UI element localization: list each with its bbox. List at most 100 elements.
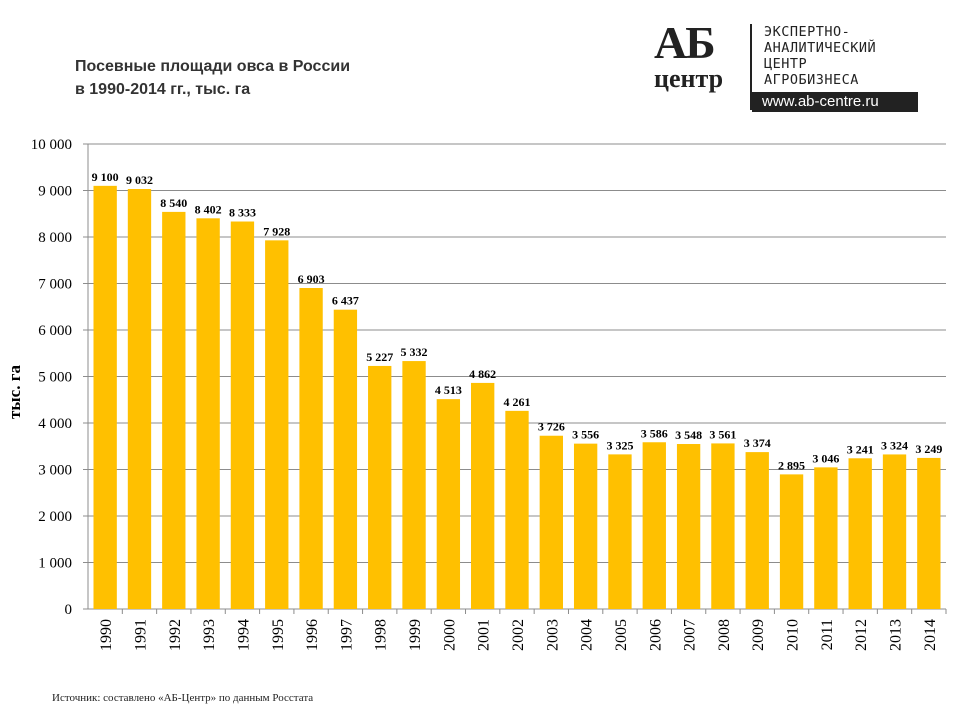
bar-2014: [917, 457, 941, 609]
data-label-2013: 3 324: [881, 438, 908, 452]
logo-text: ЭКСПЕРТНО- АНАЛИТИЧЕСКИЙ ЦЕНТР АГРОБИЗНЕ…: [764, 24, 876, 88]
y-tick-label: 5 000: [38, 370, 72, 386]
x-tick-label-2005: 2005: [613, 619, 630, 651]
data-label-2002: 4 261: [504, 395, 531, 409]
x-tick-label-1994: 1994: [235, 619, 252, 651]
data-label-1995: 7 928: [263, 224, 290, 238]
y-tick-label: 9 000: [38, 184, 72, 200]
logo-line: ЦЕНТР: [764, 56, 808, 72]
bar-1995: [265, 240, 289, 609]
logo-divider: [750, 24, 752, 110]
y-tick-label: 3 000: [38, 463, 72, 479]
data-label-1997: 6 437: [332, 294, 359, 308]
x-tick-label-2004: 2004: [579, 619, 596, 651]
data-label-1999: 5 332: [401, 345, 428, 359]
x-tick-label-2011: 2011: [819, 619, 836, 650]
data-label-1991: 9 032: [126, 173, 153, 187]
x-tick-label-2003: 2003: [544, 619, 561, 651]
bar-1996: [299, 288, 323, 609]
bar-1992: [162, 211, 186, 609]
bar-2013: [882, 454, 907, 609]
x-tick-label-2014: 2014: [922, 619, 939, 651]
y-tick-label: 0: [65, 602, 73, 618]
x-tick-label-1990: 1990: [98, 619, 115, 651]
logo-line: АНАЛИТИЧЕСКИЙ: [764, 40, 877, 56]
y-tick-label: 10 000: [31, 137, 72, 153]
data-label-2000: 4 513: [435, 383, 462, 397]
bar-1993: [196, 218, 220, 609]
x-tick-label-2000: 2000: [441, 619, 458, 651]
data-label-2011: 3 046: [812, 451, 839, 465]
bar-2006: [642, 442, 666, 609]
bar-2002: [505, 410, 529, 609]
logo-mark: АБ: [654, 17, 716, 68]
bar-2000: [436, 399, 461, 609]
source-note: Источник: составлено «АБ-Центр» по данны…: [52, 692, 314, 704]
x-tick-label-1998: 1998: [373, 619, 390, 651]
data-label-1996: 6 903: [298, 272, 325, 286]
data-label-2010: 2 895: [778, 458, 805, 472]
x-tick-label-2010: 2010: [785, 619, 802, 651]
y-tick-label: 4 000: [38, 416, 72, 432]
bar-1997: [333, 309, 358, 609]
chart-title: Посевные площади овса в России в 1990-20…: [75, 55, 350, 101]
logo-url: www.ab-centre.ru: [752, 92, 918, 112]
y-tick-label: 8 000: [38, 230, 72, 246]
bar-2007: [676, 444, 701, 609]
data-label-2006: 3 586: [641, 426, 668, 440]
y-axis-label: тыс. га: [5, 365, 24, 419]
data-label-2009: 3 374: [744, 436, 771, 450]
data-label-1998: 5 227: [366, 350, 393, 364]
data-label-2014: 3 249: [915, 442, 942, 456]
data-label-2005: 3 325: [606, 438, 633, 452]
bar-2005: [608, 454, 632, 609]
data-label-2007: 3 548: [675, 428, 702, 442]
bar-1999: [402, 361, 426, 609]
x-tick-label-2008: 2008: [716, 619, 733, 651]
bar-2012: [848, 458, 872, 609]
y-tick-label: 7 000: [38, 277, 72, 293]
bar-2001: [471, 382, 495, 609]
x-tick-label-2007: 2007: [682, 619, 699, 651]
data-label-2004: 3 556: [572, 428, 599, 442]
title-line-2: в 1990-2014 гг., тыс. га: [75, 81, 251, 98]
data-label-2008: 3 561: [709, 427, 736, 441]
data-label-1992: 8 540: [160, 196, 187, 210]
bar-1994: [230, 221, 255, 609]
data-label-2012: 3 241: [847, 442, 874, 456]
bar-2010: [779, 474, 804, 609]
bar-2008: [711, 443, 735, 609]
x-tick-label-1993: 1993: [201, 619, 218, 651]
x-tick-label-1992: 1992: [167, 619, 184, 651]
title-line-1: Посевные площади овса в России: [75, 58, 351, 75]
x-tick-label-1999: 1999: [407, 619, 424, 651]
x-tick-label-1996: 1996: [304, 619, 321, 651]
bar-1991: [127, 189, 152, 609]
data-label-2003: 3 726: [538, 420, 565, 434]
data-label-1990: 9 100: [92, 170, 119, 184]
x-tick-label-1991: 1991: [132, 619, 149, 651]
bar-1990: [93, 185, 117, 609]
data-label-2001: 4 862: [469, 367, 496, 381]
logo-line: ЭКСПЕРТНО-: [764, 24, 851, 40]
y-tick-label: 2 000: [38, 509, 72, 525]
logo-line: АГРОБИЗНЕСА: [764, 72, 859, 88]
x-tick-label-2013: 2013: [888, 619, 905, 651]
x-tick-label-2006: 2006: [647, 619, 664, 651]
bar-1998: [368, 365, 392, 609]
x-tick-label-2002: 2002: [510, 619, 527, 651]
bar-2009: [745, 452, 769, 609]
y-tick-label: 1 000: [38, 556, 72, 572]
bar-2003: [539, 435, 563, 609]
x-tick-label-2001: 2001: [476, 619, 493, 651]
bar-2004: [573, 443, 598, 609]
logo-mark-sub: центр: [654, 64, 724, 93]
data-label-1994: 8 333: [229, 206, 256, 220]
bar-2011: [814, 467, 838, 609]
ab-centre-logo: АБ центр ЭКСПЕРТНО- АНАЛИТИЧЕСКИЙ ЦЕНТР …: [652, 17, 922, 114]
x-tick-label-2009: 2009: [750, 619, 767, 651]
data-label-1993: 8 402: [195, 202, 222, 216]
x-tick-label-2012: 2012: [853, 619, 870, 651]
